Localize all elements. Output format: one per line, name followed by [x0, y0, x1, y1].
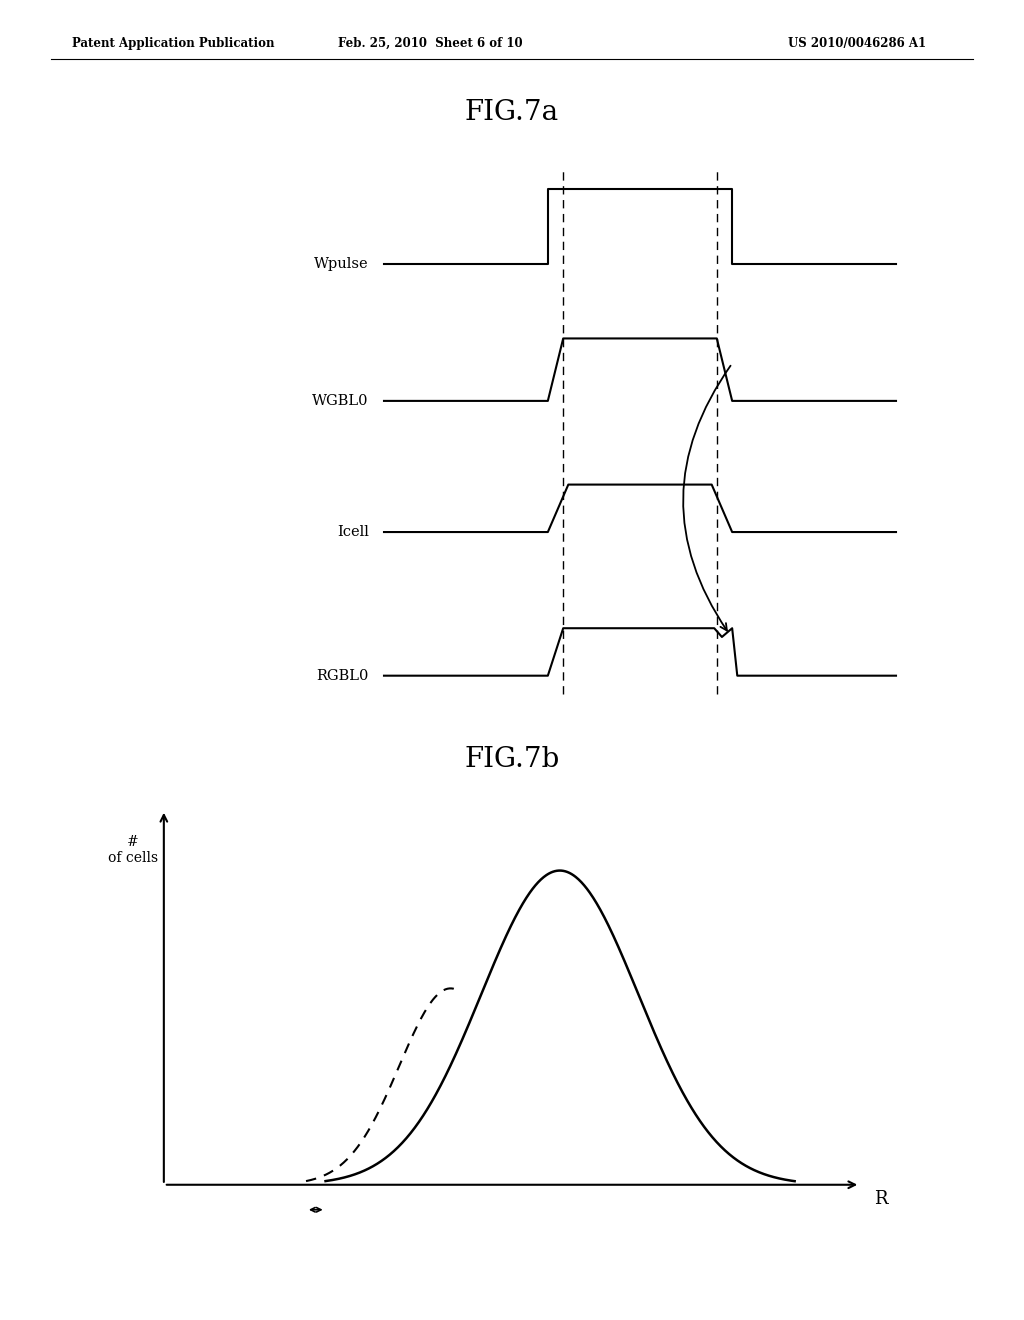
Text: US 2010/0046286 A1: US 2010/0046286 A1 — [788, 37, 927, 50]
Text: Wpulse: Wpulse — [314, 256, 369, 271]
Text: FIG.7b: FIG.7b — [464, 746, 560, 772]
Text: FIG.7a: FIG.7a — [465, 99, 559, 125]
Text: RGBL0: RGBL0 — [316, 669, 369, 682]
Text: #
of cells: # of cells — [109, 834, 158, 865]
Text: Feb. 25, 2010  Sheet 6 of 10: Feb. 25, 2010 Sheet 6 of 10 — [338, 37, 522, 50]
Text: Patent Application Publication: Patent Application Publication — [72, 37, 274, 50]
Text: WGBL0: WGBL0 — [312, 393, 369, 408]
Text: R: R — [873, 1191, 888, 1208]
Text: Icell: Icell — [337, 525, 369, 539]
FancyArrowPatch shape — [683, 366, 730, 631]
